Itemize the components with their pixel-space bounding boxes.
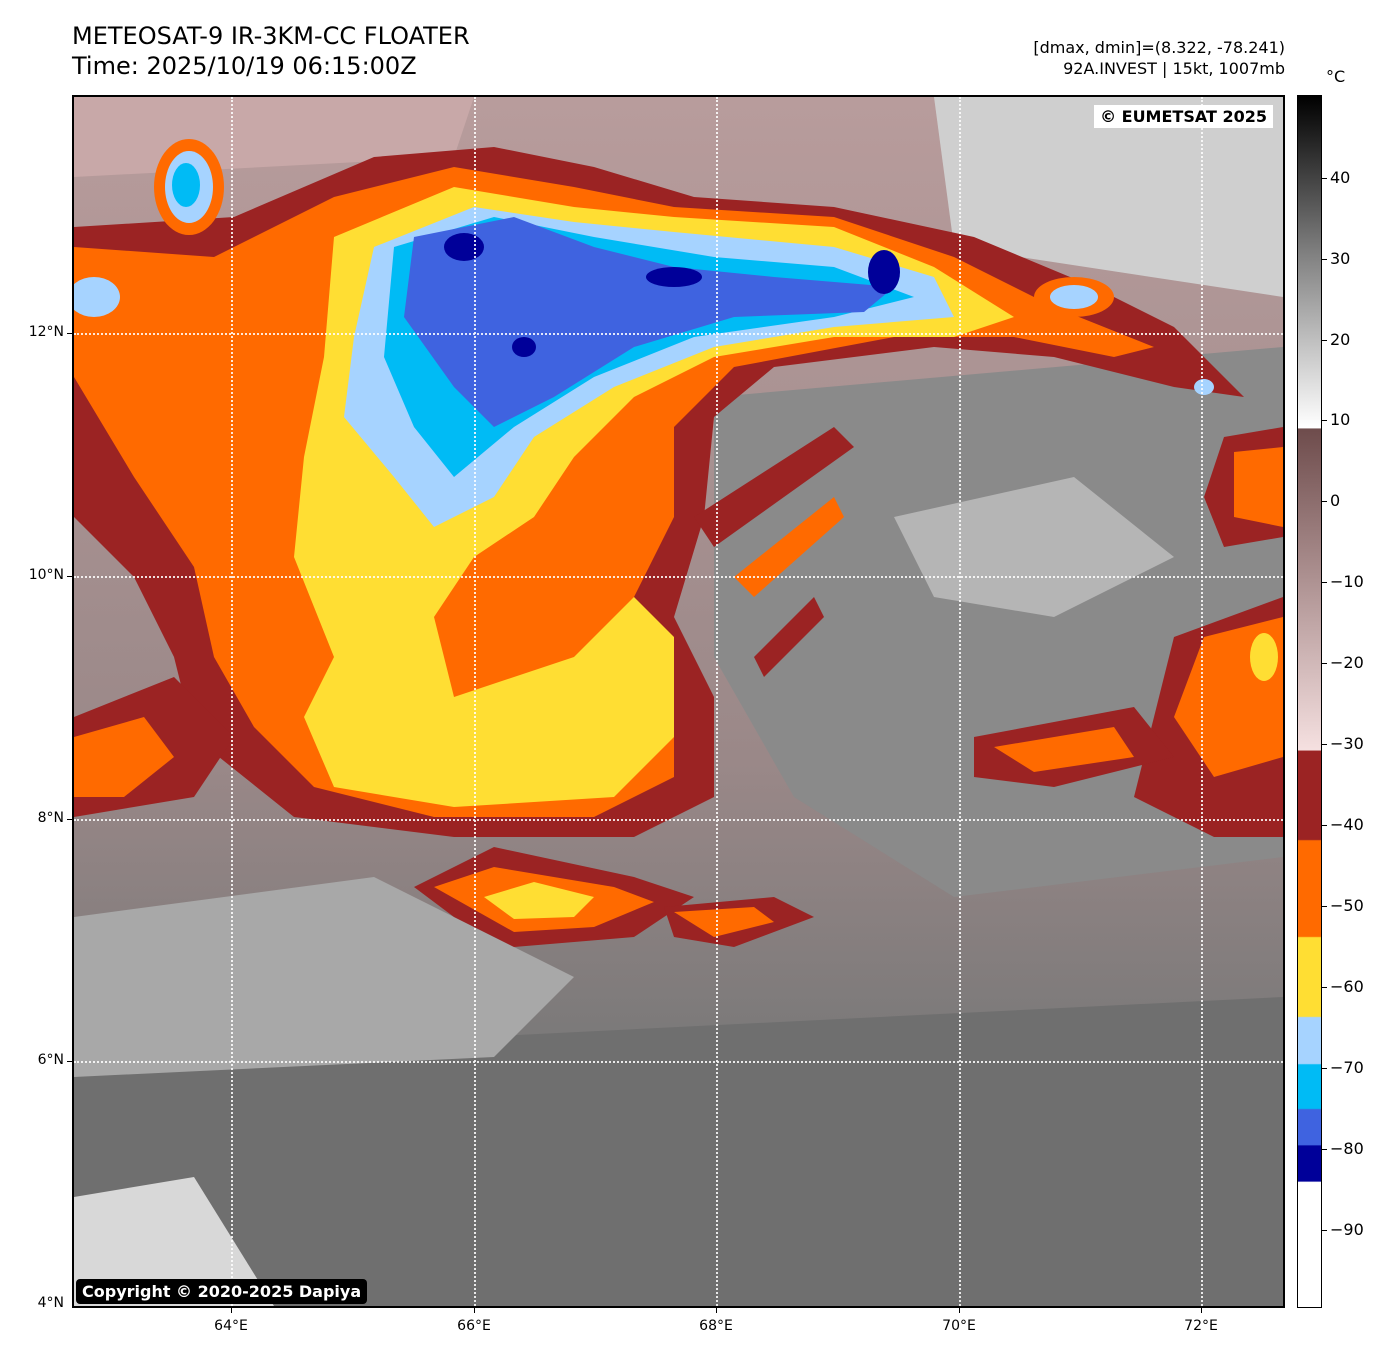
strand-2 bbox=[734, 497, 844, 597]
lat-tick-8n bbox=[67, 819, 72, 820]
grey-region-sw bbox=[74, 877, 574, 1077]
patch-ne-blue bbox=[1050, 285, 1098, 309]
grey-region-south bbox=[74, 997, 1283, 1306]
temperature-colorbar bbox=[1297, 95, 1322, 1308]
colorbar-label-m70: −70 bbox=[1330, 1058, 1364, 1077]
colorbar-tick bbox=[1322, 663, 1327, 664]
lon-label-70e: 70°E bbox=[942, 1318, 976, 1334]
gridline-12n bbox=[74, 333, 1283, 335]
lat-label-4n: 4°N bbox=[37, 1295, 64, 1311]
colorbar-label-m80: −80 bbox=[1330, 1139, 1364, 1158]
colorbar-unit: °C bbox=[1326, 67, 1346, 86]
lat-label-8n: 8°N bbox=[37, 810, 64, 826]
gridline-8n bbox=[74, 819, 1283, 821]
colorbar-tick bbox=[1322, 1230, 1327, 1231]
patch-ne-blue-2 bbox=[1194, 379, 1214, 395]
colorbar-tick bbox=[1322, 906, 1327, 907]
colorbar-tick bbox=[1322, 501, 1327, 502]
gridline-68e bbox=[716, 97, 718, 1306]
ir-imagery bbox=[74, 97, 1283, 1306]
colorbar-label-m30: −30 bbox=[1330, 734, 1364, 753]
lat-tick-10n bbox=[67, 576, 72, 577]
lon-tick-70e bbox=[959, 1308, 960, 1313]
colorbar-tick bbox=[1322, 744, 1327, 745]
patch-east-3-core bbox=[994, 727, 1134, 772]
colorbar-label-30: 30 bbox=[1330, 249, 1351, 268]
data-range-label: [dmax, dmin]=(8.322, -78.241) bbox=[1033, 38, 1285, 57]
dapiya-copyright: Copyright © 2020-2025 Dapiya bbox=[76, 1279, 368, 1304]
colorbar-label-10: 10 bbox=[1330, 410, 1351, 429]
lat-label-12n: 12°N bbox=[28, 324, 64, 340]
light-region-sw bbox=[74, 1177, 274, 1306]
colorbar-tick bbox=[1322, 987, 1327, 988]
colorbar-tick bbox=[1322, 1068, 1327, 1069]
lon-label-64e: 64°E bbox=[214, 1318, 248, 1334]
lat-tick-6n bbox=[67, 1061, 72, 1062]
colorbar-label-m90: −90 bbox=[1330, 1220, 1364, 1239]
colorbar-label-m10: −10 bbox=[1330, 572, 1364, 591]
colorbar-tick bbox=[1322, 582, 1327, 583]
colorbar-tick bbox=[1322, 259, 1327, 260]
strand-3 bbox=[754, 597, 824, 677]
lat-label-6n: 6°N bbox=[37, 1052, 64, 1068]
product-title: METEOSAT-9 IR-3KM-CC FLOATER bbox=[72, 22, 470, 50]
light-region-e bbox=[894, 477, 1174, 617]
satellite-map[interactable]: © EUMETSAT 2025 Copyright © 2020-2025 Da… bbox=[72, 95, 1285, 1308]
colorbar-label-0: 0 bbox=[1330, 491, 1341, 510]
storm-info-label: 92A.INVEST | 15kt, 1007mb bbox=[1063, 59, 1285, 78]
lon-tick-64e bbox=[231, 1308, 232, 1313]
lat-label-10n: 10°N bbox=[28, 567, 64, 583]
cloud-core-4 bbox=[868, 250, 900, 294]
patch-nw-cell-cyan bbox=[172, 163, 200, 207]
colorbar-label-m50: −50 bbox=[1330, 896, 1364, 915]
strand-1 bbox=[694, 427, 854, 547]
colorbar-label-20: 20 bbox=[1330, 330, 1351, 349]
patch-east-2-yellow bbox=[1250, 633, 1278, 681]
colorbar-label-m20: −20 bbox=[1330, 653, 1364, 672]
patch-west-core bbox=[74, 717, 174, 797]
colorbar-tick bbox=[1322, 420, 1327, 421]
band-south2-orange bbox=[674, 907, 774, 937]
time-label: Time: 2025/10/19 06:15:00Z bbox=[72, 52, 417, 80]
lon-tick-68e bbox=[716, 1308, 717, 1313]
colorbar-tick bbox=[1322, 825, 1327, 826]
gridline-70e bbox=[959, 97, 961, 1306]
colorbar-tick bbox=[1322, 340, 1327, 341]
light-region-ne bbox=[934, 97, 1283, 297]
lon-tick-72e bbox=[1201, 1308, 1202, 1313]
gridline-72e bbox=[1201, 97, 1203, 1306]
eumetsat-credit: © EUMETSAT 2025 bbox=[1094, 105, 1273, 128]
colorbar-label-m40: −40 bbox=[1330, 815, 1364, 834]
patch-east-1-core bbox=[1234, 447, 1283, 527]
gridline-10n bbox=[74, 576, 1283, 578]
gridline-6n bbox=[74, 1061, 1283, 1063]
patch-w-blue bbox=[74, 277, 120, 317]
cloud-core-3 bbox=[512, 337, 536, 357]
gridline-64e bbox=[231, 97, 233, 1306]
cloud-royal-blue bbox=[404, 217, 894, 427]
lon-label-68e: 68°E bbox=[699, 1318, 733, 1334]
lon-label-66e: 66°E bbox=[457, 1318, 491, 1334]
band-south-yellow bbox=[484, 882, 594, 919]
colorbar-label-m60: −60 bbox=[1330, 977, 1364, 996]
lat-tick-12n bbox=[67, 333, 72, 334]
lon-label-72e: 72°E bbox=[1184, 1318, 1218, 1334]
colorbar-tick bbox=[1322, 178, 1327, 179]
cloud-core-1 bbox=[444, 233, 484, 261]
colorbar-tick bbox=[1322, 1149, 1327, 1150]
gridline-66e bbox=[474, 97, 476, 1306]
lon-tick-66e bbox=[474, 1308, 475, 1313]
cloud-core-2 bbox=[646, 267, 702, 287]
colorbar-label-40: 40 bbox=[1330, 168, 1351, 187]
